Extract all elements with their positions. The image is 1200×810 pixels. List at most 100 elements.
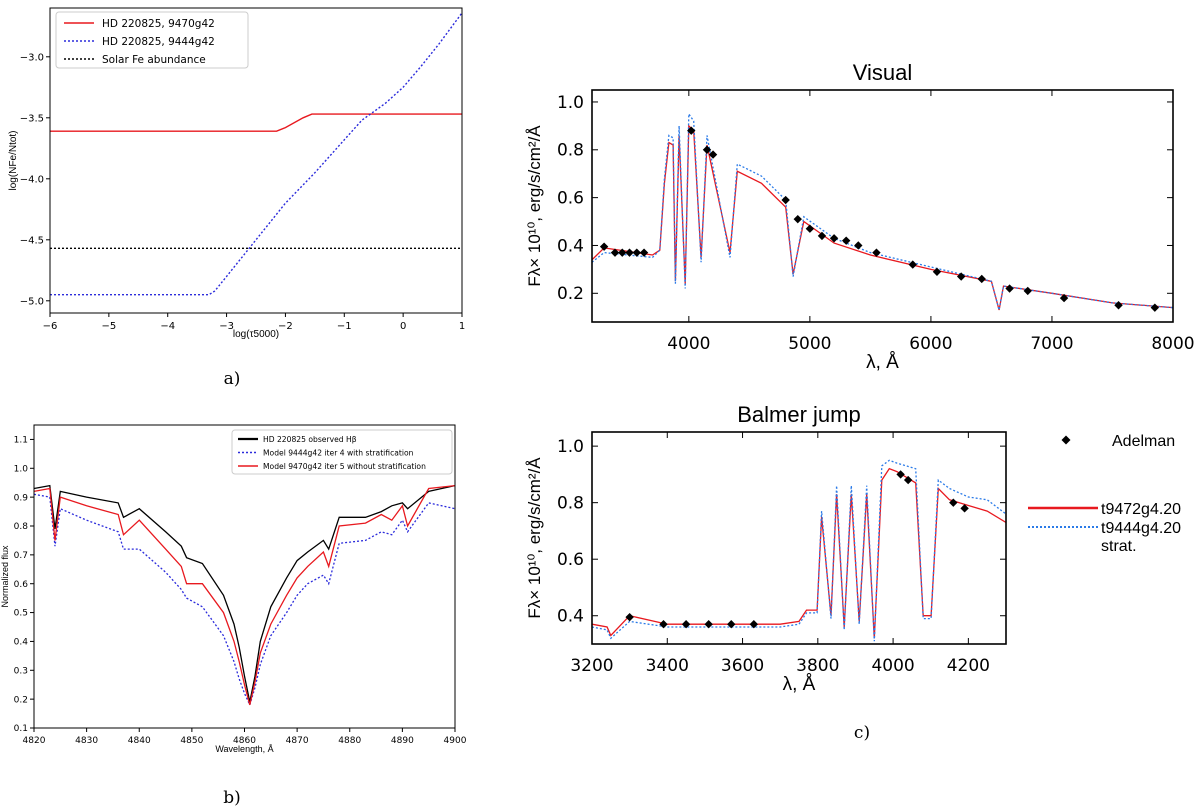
- y-tick-label: 0.3: [14, 666, 28, 676]
- x-tick-label: 3400: [646, 656, 689, 676]
- x-axis-label: λ, Å: [866, 352, 899, 373]
- chart-b: 4820 4830 4840 4850 4860 4870 4880 4890 4900 0.1 0…: [0, 424, 467, 754]
- x-tick-label: 4870: [286, 736, 309, 746]
- x-tick-label: −6: [43, 321, 58, 332]
- x-tick-label: −5: [101, 321, 116, 332]
- y-tick-label: 1.0: [14, 464, 29, 474]
- data-point-adelman: [687, 126, 696, 135]
- series-line-0: [50, 113, 462, 132]
- y-tick-label: −3.0: [20, 52, 44, 63]
- x-tick-label: 5000: [788, 334, 831, 354]
- legend-label-red: t9472g4.20: [1101, 501, 1181, 518]
- chart-a: −6 −5 −4 −3 −2 −1 0 1 −5.0 −4.5 −4.0 −3.5 −3.0 log(τ5…: [8, 7, 465, 340]
- panel-label-c: c): [854, 723, 870, 743]
- y-tick-label: −5.0: [20, 296, 44, 307]
- x-axis-label: log(τ5000): [233, 329, 279, 340]
- x-tick-label: 1: [459, 321, 465, 332]
- plot-frame: [591, 89, 1174, 323]
- legend-box: [55, 11, 249, 69]
- data-point-adelman: [599, 242, 609, 251]
- x-axis-label: λ, Å: [783, 674, 816, 695]
- data-point-adelman: [896, 470, 905, 479]
- data-point-adelman: [727, 620, 736, 629]
- legend-label: HD 220825 observed Hβ: [263, 435, 357, 444]
- legend-label-adelman: Adelman: [1112, 433, 1175, 450]
- x-tick-label: 4890: [391, 736, 414, 746]
- x-tick-label: −2: [278, 321, 293, 332]
- data-point-adelman: [1023, 286, 1032, 296]
- chart-title: Balmer jump: [737, 402, 860, 427]
- y-tick-label: 0.8: [557, 494, 584, 514]
- chart-title: Visual: [853, 60, 913, 85]
- y-tick-label: 0.6: [557, 189, 584, 209]
- plot-frame: [49, 7, 463, 314]
- data-point-adelman: [618, 248, 627, 257]
- x-tick-label: 3800: [796, 656, 839, 676]
- data-point-adelman: [872, 248, 881, 257]
- data-point-adelman: [702, 145, 712, 154]
- y-tick-label: −4.5: [20, 235, 44, 246]
- series-line-0: [592, 467, 1006, 639]
- x-tick-label: 4840: [128, 736, 151, 746]
- panel-label-b: b): [223, 788, 241, 808]
- x-axis-label: Wavelength, Å: [215, 744, 273, 754]
- y-tick-label: 0.2: [557, 284, 584, 304]
- data-point-adelman: [949, 498, 958, 507]
- data-point-adelman: [793, 214, 802, 224]
- data-point-adelman: [817, 231, 827, 241]
- data-point-adelman: [956, 272, 966, 281]
- x-tick-label: 6000: [909, 334, 952, 354]
- x-tick-label: 3200: [570, 656, 613, 676]
- data-point-adelman: [1114, 301, 1123, 310]
- y-tick-label: −4.0: [20, 174, 44, 185]
- legend-label: HD 220825, 9444g42: [102, 36, 215, 48]
- x-tick-label: 4860: [233, 736, 256, 746]
- series-line-1: [34, 493, 455, 707]
- data-point-adelman: [908, 260, 917, 269]
- data-point-adelman: [1150, 303, 1160, 312]
- x-tick-label: 4850: [180, 736, 203, 746]
- x-tick-label: 7000: [1030, 334, 1073, 354]
- y-axis-label: Fλ× 10¹⁰, erg/s/cm²/Å: [525, 125, 544, 287]
- legend-marker-adelman: [1061, 435, 1071, 445]
- x-tick-label: 4000: [667, 334, 710, 354]
- data-point-adelman: [681, 620, 691, 629]
- data-point-adelman: [610, 248, 620, 257]
- series-group: [34, 484, 455, 707]
- series-line-1: [50, 12, 462, 296]
- x-tick-label: 4000: [871, 656, 914, 676]
- y-tick-label: 0.1: [14, 724, 28, 734]
- legend-label: Solar Fe abundance: [102, 54, 206, 66]
- legend-label: HD 220825, 9470g42: [102, 18, 215, 30]
- x-tick-label: −4: [160, 321, 175, 332]
- y-tick-label: −3.5: [20, 113, 44, 124]
- plot-frame: [591, 431, 1007, 645]
- x-tick-label: 8000: [1151, 334, 1194, 354]
- data-point-adelman: [704, 620, 713, 629]
- y-tick-label: 0.4: [557, 607, 584, 627]
- data-point-adelman: [625, 612, 634, 622]
- y-tick-label: 1.1: [14, 436, 28, 446]
- chart-c-balmer: 3200 3400 3600 3800 4000 4200 0.4 0.6 0.8 1.0 Balm…: [525, 402, 1007, 695]
- data-point-adelman: [749, 620, 759, 629]
- y-tick-label: 0.5: [14, 609, 28, 619]
- legend-a: HD 220825, 9470g42 HD 220825, 9444g42 Sola…: [55, 11, 249, 69]
- data-point-adelman: [805, 224, 815, 233]
- data-point-adelman: [829, 234, 839, 243]
- y-tick-label: 0.6: [557, 550, 584, 570]
- chart-c-visual: 4000 5000 6000 7000 8000 0.2 0.4 0.6 0.8 1.0 Visua…: [525, 60, 1195, 373]
- data-point-adelman: [659, 620, 668, 629]
- y-tick-label: 0.8: [14, 522, 29, 532]
- x-tick-label: 4820: [23, 736, 46, 746]
- legend-label-blue-1: t9444g4.20: [1101, 520, 1181, 537]
- x-tick-label: 4880: [338, 736, 361, 746]
- series-group: [50, 12, 462, 296]
- series-line-1: [592, 111, 1173, 311]
- series-line-0: [34, 484, 455, 703]
- y-tick-label: 0.2: [14, 695, 28, 705]
- y-tick-label: 0.4: [557, 236, 584, 256]
- data-point-adelman: [932, 267, 942, 276]
- data-point-adelman: [632, 248, 641, 257]
